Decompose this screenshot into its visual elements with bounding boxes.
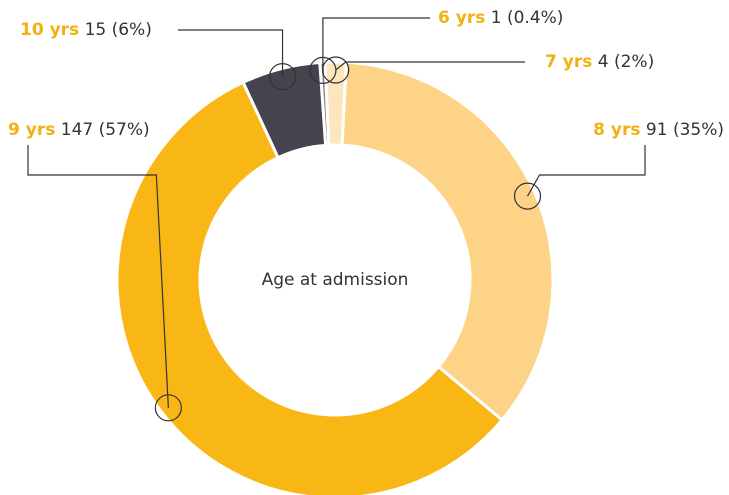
category-label: 6 yrs — [438, 8, 485, 28]
leader-dot — [309, 56, 337, 84]
category-label: 7 yrs — [545, 52, 592, 72]
leader-line — [27, 145, 169, 408]
slice-label: 9 yrs 147 (57%) — [8, 120, 150, 140]
leader-dot — [154, 394, 182, 422]
category-label: 10 yrs — [20, 20, 79, 40]
value-label: 147 (57%) — [61, 120, 150, 140]
value-label: 1 (0.4%) — [491, 8, 564, 28]
leader-line — [322, 17, 430, 71]
slice-label: 10 yrs 15 (6%) — [20, 20, 152, 40]
leader-line — [527, 145, 646, 197]
slice-label: 7 yrs 4 (2%) — [545, 52, 654, 72]
leader-dot — [513, 182, 542, 210]
slice-label: 6 yrs 1 (0.4%) — [438, 8, 563, 28]
leader-dot — [322, 56, 350, 84]
slice — [241, 60, 328, 160]
category-label: 9 yrs — [8, 120, 55, 140]
slice — [340, 60, 555, 423]
leader-line — [178, 29, 284, 77]
center-label: Age at admission — [262, 270, 409, 290]
value-label: 91 (35%) — [646, 120, 724, 140]
slice-label: 8 yrs 91 (35%) — [593, 120, 724, 140]
value-label: 15 (6%) — [85, 20, 152, 40]
slice — [115, 80, 505, 495]
category-label: 8 yrs — [593, 120, 640, 140]
leader-dot — [268, 63, 297, 91]
value-label: 4 (2%) — [598, 52, 654, 72]
